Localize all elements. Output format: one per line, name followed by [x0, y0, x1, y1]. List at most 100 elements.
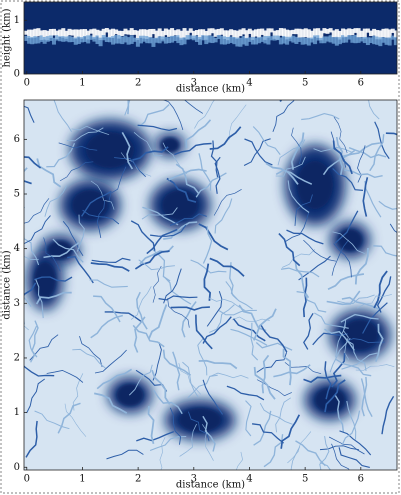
band-edge: [378, 37, 383, 47]
band: [319, 30, 324, 41]
band-edge: [278, 37, 283, 45]
band: [359, 30, 364, 38]
band-edge: [95, 35, 100, 45]
band-edge: [381, 37, 386, 43]
crack: [28, 325, 38, 363]
side-view-image: [24, 2, 397, 74]
crack: [128, 364, 153, 396]
band: [51, 28, 56, 36]
band-edge: [372, 35, 377, 45]
band-edge: [390, 35, 395, 40]
crack: [184, 100, 204, 114]
band: [294, 28, 299, 35]
band: [322, 28, 327, 34]
y-tick-label: 1: [14, 407, 20, 418]
band: [350, 29, 355, 36]
band: [384, 28, 389, 38]
crack: [198, 359, 238, 370]
band: [375, 30, 380, 40]
band-edge: [166, 37, 171, 44]
band: [344, 29, 349, 38]
crack: [341, 296, 380, 310]
crack: [24, 198, 50, 224]
crack: [66, 127, 104, 142]
axes-frame: [23, 1, 398, 75]
band-edge: [266, 35, 271, 45]
band: [254, 29, 259, 37]
band-edge: [238, 37, 243, 47]
band: [111, 28, 116, 38]
crack: [172, 351, 181, 391]
band: [372, 28, 377, 36]
crack: [106, 449, 144, 460]
crack: [253, 410, 272, 446]
crack: [231, 316, 270, 323]
band: [306, 29, 311, 39]
band-edge: [344, 36, 349, 43]
band: [362, 28, 367, 39]
crack: [282, 348, 292, 386]
crack: [294, 194, 313, 226]
band-edge: [170, 35, 175, 43]
crack: [225, 281, 253, 310]
crack: [319, 445, 359, 451]
band-edge: [145, 36, 150, 44]
crack: [149, 435, 187, 452]
crack: [93, 295, 121, 323]
crack: [138, 104, 170, 128]
crack: [210, 140, 219, 179]
band: [142, 29, 147, 39]
crack: [127, 100, 130, 115]
x-tick-label: 6: [358, 78, 364, 89]
band-edge: [107, 37, 112, 43]
band-edge: [229, 36, 234, 43]
band: [341, 28, 346, 38]
crack: [33, 276, 73, 282]
band-edge: [104, 36, 109, 43]
crack: [285, 212, 310, 242]
band: [148, 29, 153, 38]
crack: [62, 221, 84, 257]
band: [378, 30, 383, 40]
band-edge: [303, 37, 308, 45]
crack: [339, 430, 372, 456]
crack: [26, 378, 45, 414]
crack: [46, 143, 76, 168]
band: [281, 28, 286, 37]
band: [207, 28, 212, 36]
crack: [90, 314, 124, 339]
band-edge: [365, 37, 370, 46]
band-edge: [86, 35, 91, 44]
crack: [146, 228, 178, 255]
band-edge: [176, 35, 181, 44]
band: [285, 29, 290, 40]
band: [139, 29, 144, 38]
crack: [389, 223, 397, 233]
band-edge: [294, 36, 299, 45]
band-edge: [319, 37, 324, 44]
band: [250, 30, 255, 40]
crack: [345, 339, 367, 371]
band-edge: [129, 35, 134, 44]
band: [331, 30, 336, 38]
crack: [138, 259, 175, 271]
band-edge: [254, 37, 259, 45]
crack: [89, 279, 128, 288]
band-edge: [210, 35, 215, 44]
band-edge: [201, 35, 206, 41]
band-edge: [51, 37, 56, 45]
band-edge: [275, 35, 280, 41]
crack: [324, 379, 346, 413]
band-edge: [126, 37, 131, 45]
band: [334, 29, 339, 38]
crack: [291, 127, 302, 165]
band: [160, 30, 165, 40]
band: [64, 30, 69, 39]
crack: [331, 353, 346, 388]
crack: [340, 313, 379, 323]
crack: [278, 233, 301, 267]
band-edge: [27, 35, 32, 44]
band-edge: [260, 36, 265, 42]
band: [229, 29, 234, 36]
